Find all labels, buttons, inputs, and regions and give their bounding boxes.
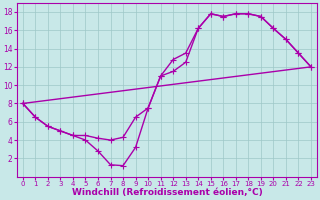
X-axis label: Windchill (Refroidissement éolien,°C): Windchill (Refroidissement éolien,°C) <box>72 188 262 197</box>
